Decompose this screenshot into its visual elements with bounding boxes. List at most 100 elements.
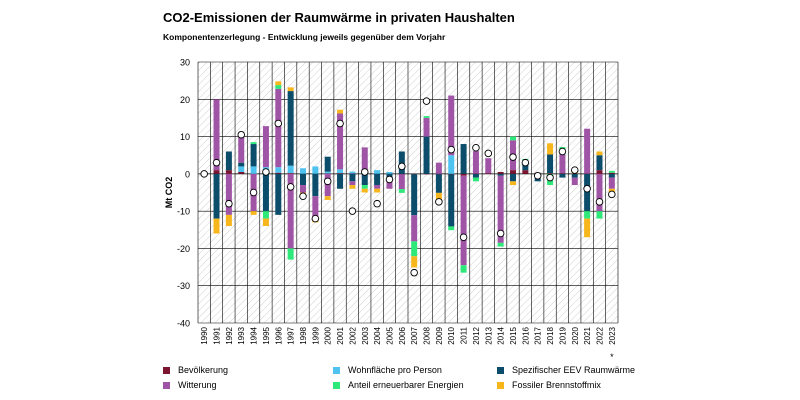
bar-segment bbox=[361, 188, 368, 193]
bar-segment bbox=[460, 175, 467, 266]
total-marker bbox=[225, 199, 233, 208]
bar-segment bbox=[349, 185, 356, 189]
bar-segment bbox=[559, 154, 566, 174]
bar-segment bbox=[460, 144, 467, 174]
bar-segment bbox=[238, 171, 245, 174]
bar-segment bbox=[559, 173, 566, 174]
bar-segment bbox=[584, 218, 591, 238]
bar-segment bbox=[275, 167, 282, 173]
bar-segment bbox=[423, 117, 430, 137]
bar-segment bbox=[596, 151, 603, 156]
bar-segment bbox=[213, 99, 220, 171]
chart-title: CO2-Emissionen der Raumwärme in privaten… bbox=[163, 10, 515, 25]
total-marker bbox=[533, 171, 542, 180]
bar-segment bbox=[287, 165, 294, 174]
y-tick-label: -20 bbox=[177, 244, 190, 254]
bar-segment bbox=[337, 173, 344, 174]
bar-segment bbox=[275, 172, 282, 174]
bar-segment bbox=[448, 155, 455, 174]
total-marker bbox=[361, 168, 369, 176]
bar-segment bbox=[238, 162, 245, 167]
x-tick-label: 2003 bbox=[361, 326, 370, 344]
bar-segment bbox=[472, 173, 479, 178]
legend-item-wohnflaeche: Wohnfläche pro Person bbox=[333, 365, 442, 375]
bar-segment bbox=[213, 173, 220, 219]
bar-segment bbox=[423, 173, 430, 175]
total-marker bbox=[336, 119, 344, 128]
total-marker bbox=[385, 175, 394, 184]
bar-segment bbox=[374, 173, 381, 186]
bar-segment bbox=[238, 166, 245, 172]
x-tick-label: 2012 bbox=[472, 326, 481, 344]
bar-segment bbox=[435, 192, 442, 201]
bar-segment bbox=[349, 173, 356, 182]
bar-segment bbox=[250, 142, 257, 145]
bar-segment bbox=[472, 177, 479, 182]
total-marker bbox=[286, 183, 295, 191]
bar-segment bbox=[485, 158, 492, 174]
x-tick-label: 1992 bbox=[225, 326, 234, 344]
x-tick-label: 2007 bbox=[410, 326, 419, 344]
total-marker bbox=[459, 233, 468, 241]
bar-segment bbox=[497, 242, 504, 247]
bar-segment bbox=[411, 256, 418, 268]
bar-segment bbox=[324, 196, 331, 200]
bar-segment bbox=[287, 91, 294, 166]
bar-segment bbox=[386, 181, 393, 189]
legend-item-erneuerbare: Anteil erneuerbarer Energien bbox=[333, 380, 464, 390]
bar-segment bbox=[262, 211, 269, 219]
bar-segment bbox=[596, 170, 603, 174]
x-tick-label: 2015 bbox=[509, 326, 518, 344]
bar-segment bbox=[337, 113, 344, 170]
bar-segment bbox=[411, 174, 418, 216]
bar-segment bbox=[497, 173, 504, 176]
bar-segment bbox=[324, 173, 331, 174]
bar-segment bbox=[448, 95, 455, 156]
bar-segment bbox=[435, 162, 442, 174]
bar-segment bbox=[485, 173, 492, 174]
total-marker bbox=[422, 97, 431, 105]
bar-segment bbox=[275, 81, 282, 86]
bar-segment bbox=[287, 87, 294, 92]
bar-segment bbox=[337, 173, 344, 189]
bar-segment bbox=[300, 168, 306, 174]
x-tick-label: 2020 bbox=[571, 326, 580, 344]
total-marker bbox=[373, 199, 381, 208]
bar-segment bbox=[238, 132, 245, 163]
x-tick-label: 2017 bbox=[534, 326, 543, 344]
x-tick-label: 1994 bbox=[250, 326, 259, 344]
bar-segment bbox=[596, 211, 603, 219]
bar-segment bbox=[225, 170, 232, 174]
x-tick-label: 2009 bbox=[435, 326, 444, 344]
x-tick-label: 2006 bbox=[398, 326, 407, 344]
bar-segment bbox=[275, 88, 282, 168]
legend-swatch bbox=[333, 381, 340, 389]
bar-segment bbox=[510, 170, 516, 174]
bar-segment bbox=[300, 173, 306, 186]
bar-segment bbox=[510, 181, 516, 186]
bar-segment bbox=[472, 151, 479, 174]
bar-segment bbox=[559, 173, 566, 178]
x-tick-label: 1996 bbox=[274, 326, 283, 344]
total-marker bbox=[583, 185, 591, 193]
legend-swatch bbox=[163, 366, 170, 374]
total-marker bbox=[323, 177, 332, 186]
bar-segment bbox=[275, 173, 282, 215]
bar-segment bbox=[571, 177, 578, 186]
bar-segment bbox=[398, 173, 405, 175]
bar-segment bbox=[312, 196, 319, 219]
bar-segment bbox=[349, 181, 356, 186]
legend-swatch bbox=[497, 366, 504, 374]
bar-segment bbox=[262, 218, 269, 227]
x-tick-label: 1991 bbox=[213, 326, 222, 344]
total-marker bbox=[299, 192, 307, 200]
x-tick-label: 2023 bbox=[608, 326, 617, 344]
bar-segment bbox=[287, 173, 294, 174]
total-marker bbox=[571, 166, 579, 174]
bar-segment bbox=[337, 109, 344, 114]
total-marker bbox=[447, 145, 455, 154]
bar-segment bbox=[262, 173, 269, 212]
bar-segment bbox=[510, 136, 516, 141]
x-tick-label: 2008 bbox=[423, 326, 432, 344]
bar-segment bbox=[448, 173, 455, 175]
